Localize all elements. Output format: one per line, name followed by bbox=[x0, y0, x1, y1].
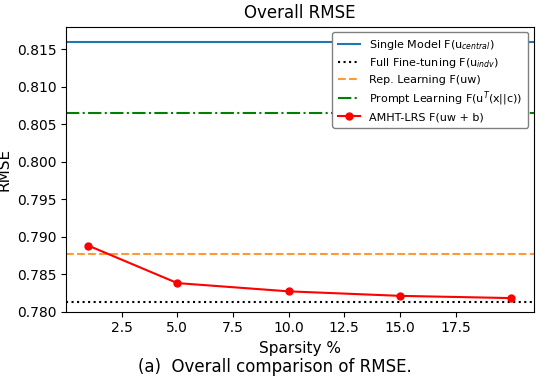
X-axis label: Sparsity %: Sparsity % bbox=[258, 341, 341, 356]
AMHT-LRS F(uw + b) bbox=[174, 281, 180, 285]
Title: Overall RMSE: Overall RMSE bbox=[244, 4, 355, 22]
Prompt Learning F(u$^{T}$(x||c)) bbox=[85, 111, 91, 115]
AMHT-LRS F(uw + b) bbox=[85, 243, 91, 248]
Single Model F(u$_{central}$) bbox=[63, 39, 69, 44]
AMHT-LRS F(uw + b) bbox=[285, 289, 292, 294]
AMHT-LRS F(uw + b) bbox=[397, 294, 403, 298]
Text: (a)  Overall comparison of RMSE.: (a) Overall comparison of RMSE. bbox=[138, 358, 412, 377]
Full Fine-tuning F(u$_{indv}$) bbox=[63, 299, 69, 304]
Single Model F(u$_{central}$) bbox=[85, 39, 91, 44]
Prompt Learning F(u$^{T}$(x||c)) bbox=[63, 111, 69, 115]
Line: AMHT-LRS F(uw + b): AMHT-LRS F(uw + b) bbox=[85, 242, 515, 302]
Full Fine-tuning F(u$_{indv}$) bbox=[85, 299, 91, 304]
Rep. Learning F(uw) bbox=[63, 252, 69, 256]
Rep. Learning F(uw) bbox=[85, 252, 91, 256]
AMHT-LRS F(uw + b) bbox=[508, 296, 515, 300]
Y-axis label: RMSE: RMSE bbox=[0, 147, 11, 191]
Legend: Single Model F(u$_{central}$), Full Fine-tuning F(u$_{indv}$), Rep. Learning F(u: Single Model F(u$_{central}$), Full Fine… bbox=[332, 32, 528, 128]
